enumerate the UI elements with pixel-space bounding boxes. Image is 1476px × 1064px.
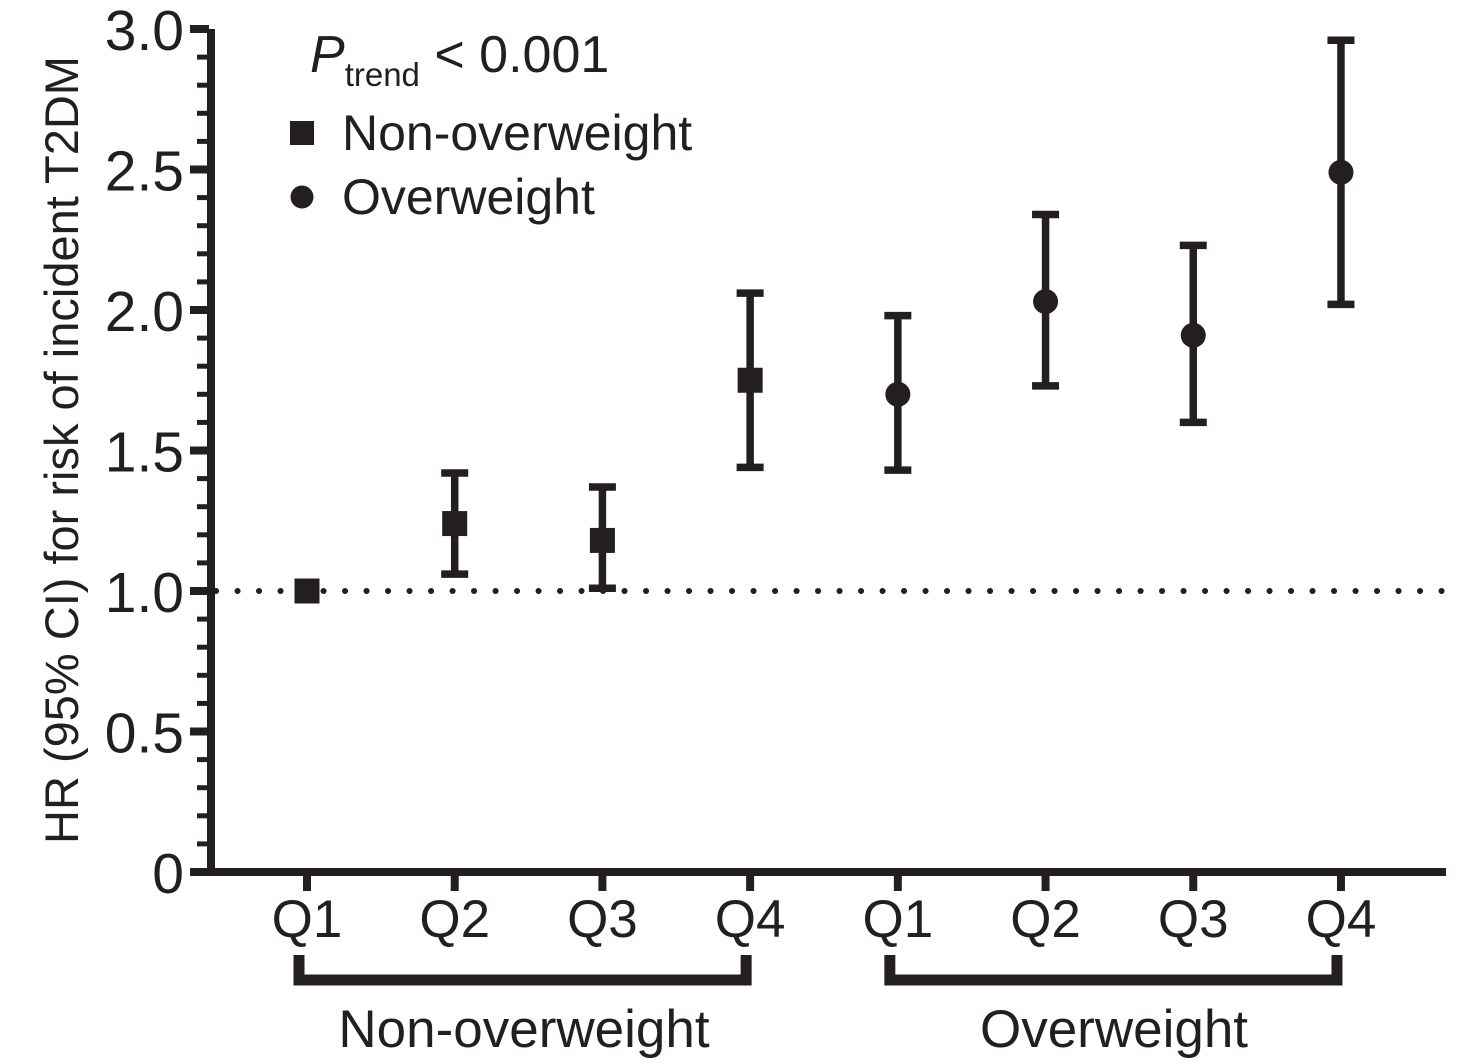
group-bracket bbox=[884, 955, 1343, 986]
p-value: < 0.001 bbox=[420, 26, 609, 84]
p-symbol: P bbox=[310, 26, 345, 84]
legend-circle-marker-icon bbox=[290, 185, 314, 209]
x-tick-label: Q4 bbox=[715, 890, 786, 949]
data-point-square bbox=[442, 511, 468, 537]
y-axis-title: HR (95% CI) for risk of incident T2DM bbox=[35, 56, 88, 844]
x-tick-label: Q3 bbox=[567, 890, 638, 949]
group-label-non-overweight: Non-overweight bbox=[338, 1000, 709, 1059]
data-series bbox=[294, 36, 1355, 604]
group-label-overweight: Overweight bbox=[980, 1000, 1248, 1059]
x-tick-label: Q1 bbox=[862, 890, 933, 949]
p-trend-annotation: Ptrend < 0.001 bbox=[310, 26, 609, 93]
y-tick-label: 1.5 bbox=[105, 421, 184, 485]
y-tick-label: 2.5 bbox=[105, 140, 184, 204]
data-point-circle bbox=[1180, 322, 1206, 348]
y-tick-label: 1.0 bbox=[105, 561, 184, 625]
y-tick-label: 0.5 bbox=[105, 702, 184, 766]
data-point-circle bbox=[1328, 159, 1354, 185]
x-tick-label: Q2 bbox=[1010, 890, 1081, 949]
x-tick-label: Q3 bbox=[1158, 890, 1229, 949]
x-tick-label: Q2 bbox=[419, 890, 490, 949]
x-tick-label: Q4 bbox=[1306, 890, 1377, 949]
y-tick-label: 3.0 bbox=[105, 0, 184, 63]
data-point-circle bbox=[1033, 289, 1059, 315]
legend-label-non-overweight: Non-overweight bbox=[342, 105, 692, 161]
group-brackets bbox=[293, 955, 1343, 986]
group-bracket bbox=[293, 955, 752, 986]
legend-label-overweight: Overweight bbox=[342, 169, 595, 225]
y-tick-label: 0 bbox=[152, 842, 184, 906]
data-point-square bbox=[294, 578, 320, 604]
y-tick-label: 2.0 bbox=[105, 280, 184, 344]
legend-square-marker-icon bbox=[290, 121, 314, 145]
x-tick-label: Q1 bbox=[272, 890, 343, 949]
data-point-circle bbox=[885, 381, 911, 407]
data-point-square bbox=[737, 367, 763, 393]
p-subscript: trend bbox=[345, 56, 420, 93]
axes: 0 0.5 1.0 1.5 2.0 2.5 3.0 Q1 Q2 Q3 Q4 Q1 Q2 Q3 Q4 bbox=[105, 0, 1446, 949]
data-point-square bbox=[589, 527, 615, 553]
